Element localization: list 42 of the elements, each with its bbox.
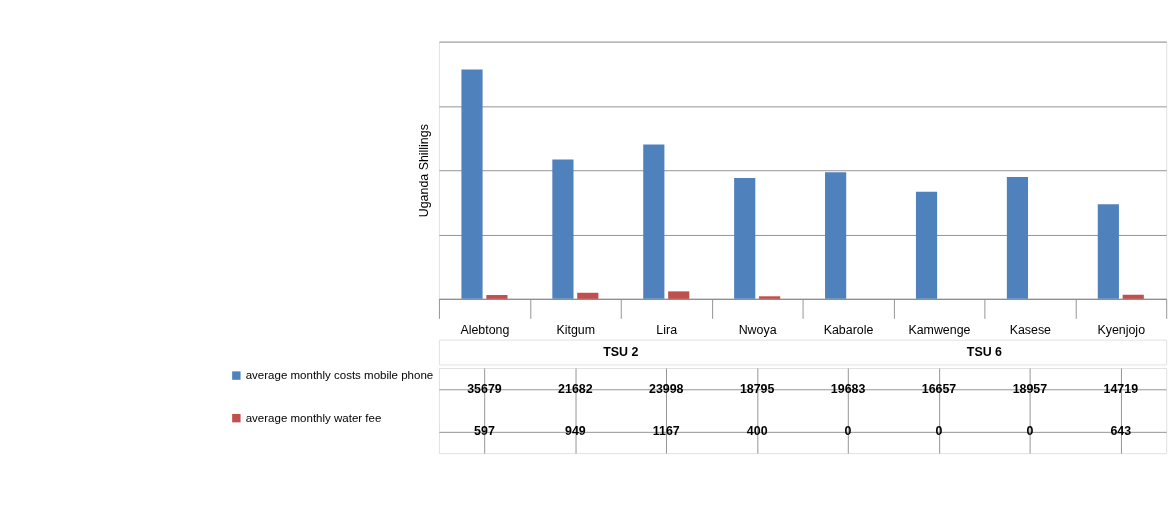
x-tick-label: Kitgum xyxy=(556,322,596,337)
data-label: 18795 xyxy=(739,381,775,396)
bar xyxy=(1097,204,1119,299)
data-label: 23998 xyxy=(649,381,684,396)
data-label: 19683 xyxy=(830,381,866,396)
x-tick-label: Lira xyxy=(656,322,678,337)
bar xyxy=(915,191,938,299)
bar xyxy=(668,291,690,299)
bar xyxy=(577,292,599,299)
x-tick-label: Alebtong xyxy=(460,322,510,337)
bar xyxy=(825,172,847,299)
x-tick-label: Kamwenge xyxy=(908,322,971,337)
text: TSU 2 xyxy=(603,344,639,359)
data-label: 14719 xyxy=(1103,381,1139,396)
x-tick-label: Kyenjojo xyxy=(1097,322,1146,337)
y-axis-title: Uganda Shillings xyxy=(416,124,431,218)
data-label: 35679 xyxy=(467,381,502,396)
x-tick-label: Kabarole xyxy=(823,322,874,337)
data-label: 1167 xyxy=(652,424,680,439)
bar xyxy=(643,144,665,299)
data-label: 597 xyxy=(474,424,495,439)
legend-label: average monthly water fee xyxy=(245,411,382,424)
bar xyxy=(486,295,508,299)
data-label: 643 xyxy=(1110,424,1132,439)
data-label: 18957 xyxy=(1012,381,1048,396)
data-label: 400 xyxy=(746,424,768,439)
data-label: 0 xyxy=(1026,424,1034,439)
data-label: 0 xyxy=(844,424,852,439)
data-label: 21682 xyxy=(558,381,593,396)
text: TSU 6 xyxy=(966,344,1003,359)
x-tick-label: Kasese xyxy=(1009,322,1052,337)
bar xyxy=(1006,176,1029,299)
bar xyxy=(461,69,483,299)
data-label: 949 xyxy=(565,424,586,439)
bar xyxy=(759,296,781,299)
bar xyxy=(552,159,574,299)
data-label: 0 xyxy=(935,424,943,439)
bar xyxy=(734,178,756,299)
data-label: 16657 xyxy=(921,381,957,396)
x-tick-label: Nwoya xyxy=(738,322,777,337)
bar xyxy=(1122,294,1144,299)
legend-label: average monthly costs mobile phone xyxy=(245,369,434,382)
